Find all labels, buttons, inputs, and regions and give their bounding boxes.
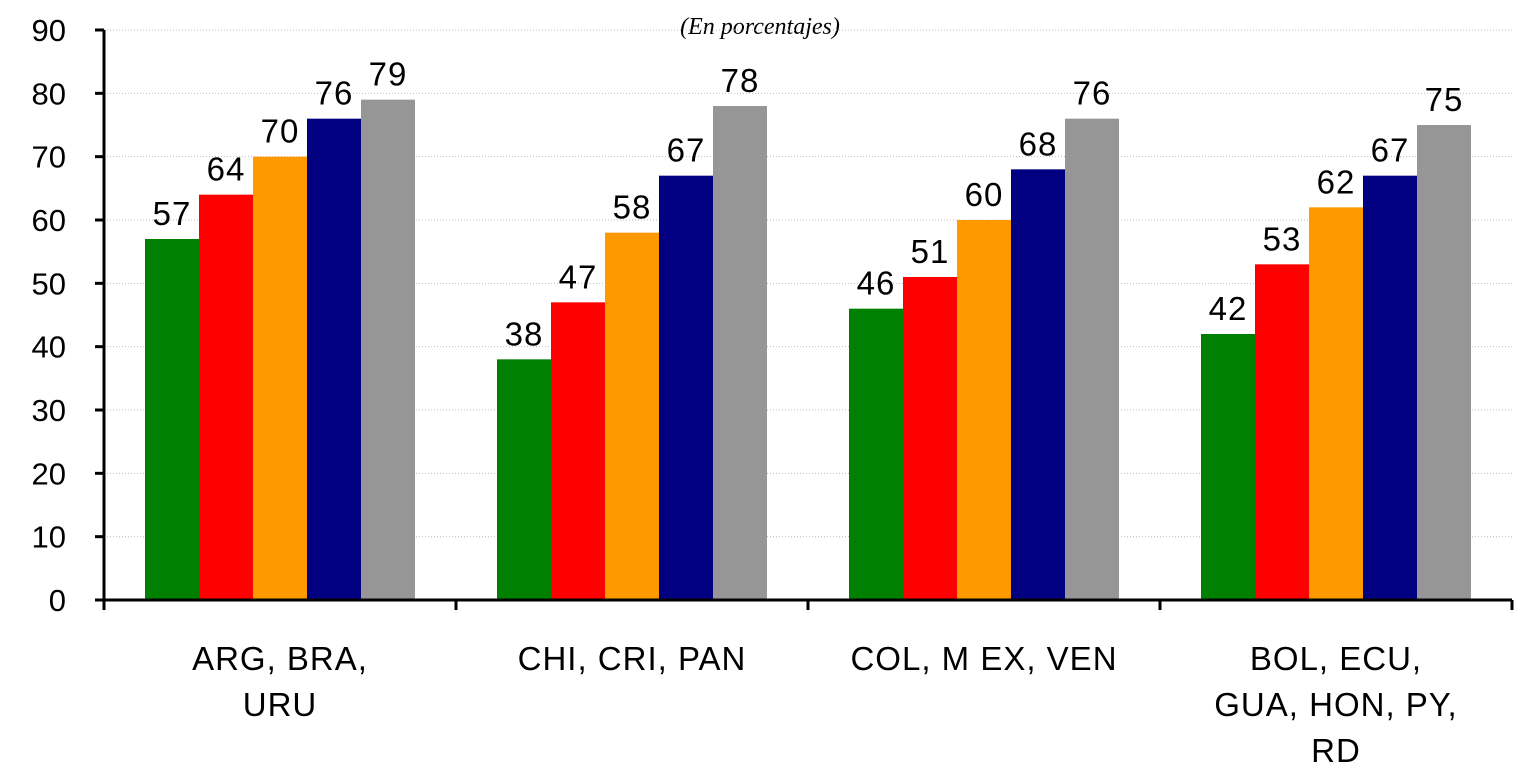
bar — [1201, 334, 1255, 600]
data-label: 47 — [559, 258, 598, 295]
data-labels: 57 64 70 76 79 38 47 58 67 78 46 51 60 68 76 42 53 62 67 75 — [153, 56, 1464, 353]
bar — [1309, 207, 1363, 601]
data-label: 76 — [315, 75, 354, 112]
bar — [253, 156, 307, 600]
data-label: 68 — [1019, 125, 1058, 162]
bar — [1255, 264, 1309, 600]
bar — [145, 239, 199, 600]
data-label: 58 — [613, 189, 652, 226]
y-tick-label: 40 — [32, 330, 66, 365]
bar — [957, 220, 1011, 600]
data-label: 70 — [261, 113, 300, 150]
data-label: 60 — [965, 176, 1004, 213]
bar — [1011, 169, 1065, 601]
bar — [659, 175, 713, 600]
data-label: 57 — [153, 195, 192, 232]
data-label: 76 — [1073, 75, 1112, 112]
bar — [849, 308, 903, 600]
chart-subtitle: (En porcentajes) — [680, 14, 840, 40]
data-label: 46 — [857, 265, 896, 302]
data-label: 67 — [1371, 132, 1410, 169]
bar — [713, 106, 767, 600]
category-label: RD — [1311, 732, 1361, 769]
bar — [1065, 118, 1119, 601]
bar — [307, 118, 361, 601]
bar — [199, 194, 253, 600]
data-label: 79 — [369, 56, 408, 93]
data-label: 42 — [1209, 290, 1248, 327]
y-tick-label: 90 — [32, 13, 66, 48]
data-label: 78 — [721, 62, 760, 99]
data-label: 51 — [911, 233, 950, 270]
y-tick-label: 80 — [32, 76, 66, 111]
data-label: 53 — [1263, 220, 1302, 257]
category-label: CHI, CRI, PAN — [518, 640, 747, 677]
category-label: GUA, HON, PY, — [1214, 686, 1457, 723]
bar — [1363, 175, 1417, 600]
axes: 0 10 20 30 40 50 60 70 80 90 ARG, BRA, URU CHI, CRI,… — [32, 13, 1514, 769]
category-label: ARG, BRA, — [192, 640, 368, 677]
data-label: 38 — [505, 315, 544, 352]
y-tick-label: 50 — [32, 266, 66, 301]
y-tick-label: 30 — [32, 393, 66, 428]
y-tick-label: 70 — [32, 140, 66, 175]
bars — [145, 99, 1471, 601]
y-tick-label: 60 — [32, 203, 66, 238]
bar — [903, 277, 957, 600]
bar — [605, 232, 659, 600]
category-label: COL, M EX, VEN — [850, 640, 1117, 677]
data-label: 75 — [1425, 81, 1464, 118]
y-tick-label: 0 — [49, 583, 66, 618]
bar — [361, 99, 415, 601]
bar — [497, 359, 551, 600]
category-label: URU — [243, 686, 318, 723]
bar — [551, 302, 605, 600]
data-label: 67 — [667, 132, 706, 169]
y-tick-label: 10 — [32, 520, 66, 555]
data-label: 62 — [1317, 163, 1356, 200]
data-label: 64 — [207, 151, 246, 188]
category-label: BOL, ECU, — [1250, 640, 1422, 677]
bar — [1417, 125, 1471, 600]
y-tick-label: 20 — [32, 456, 66, 491]
